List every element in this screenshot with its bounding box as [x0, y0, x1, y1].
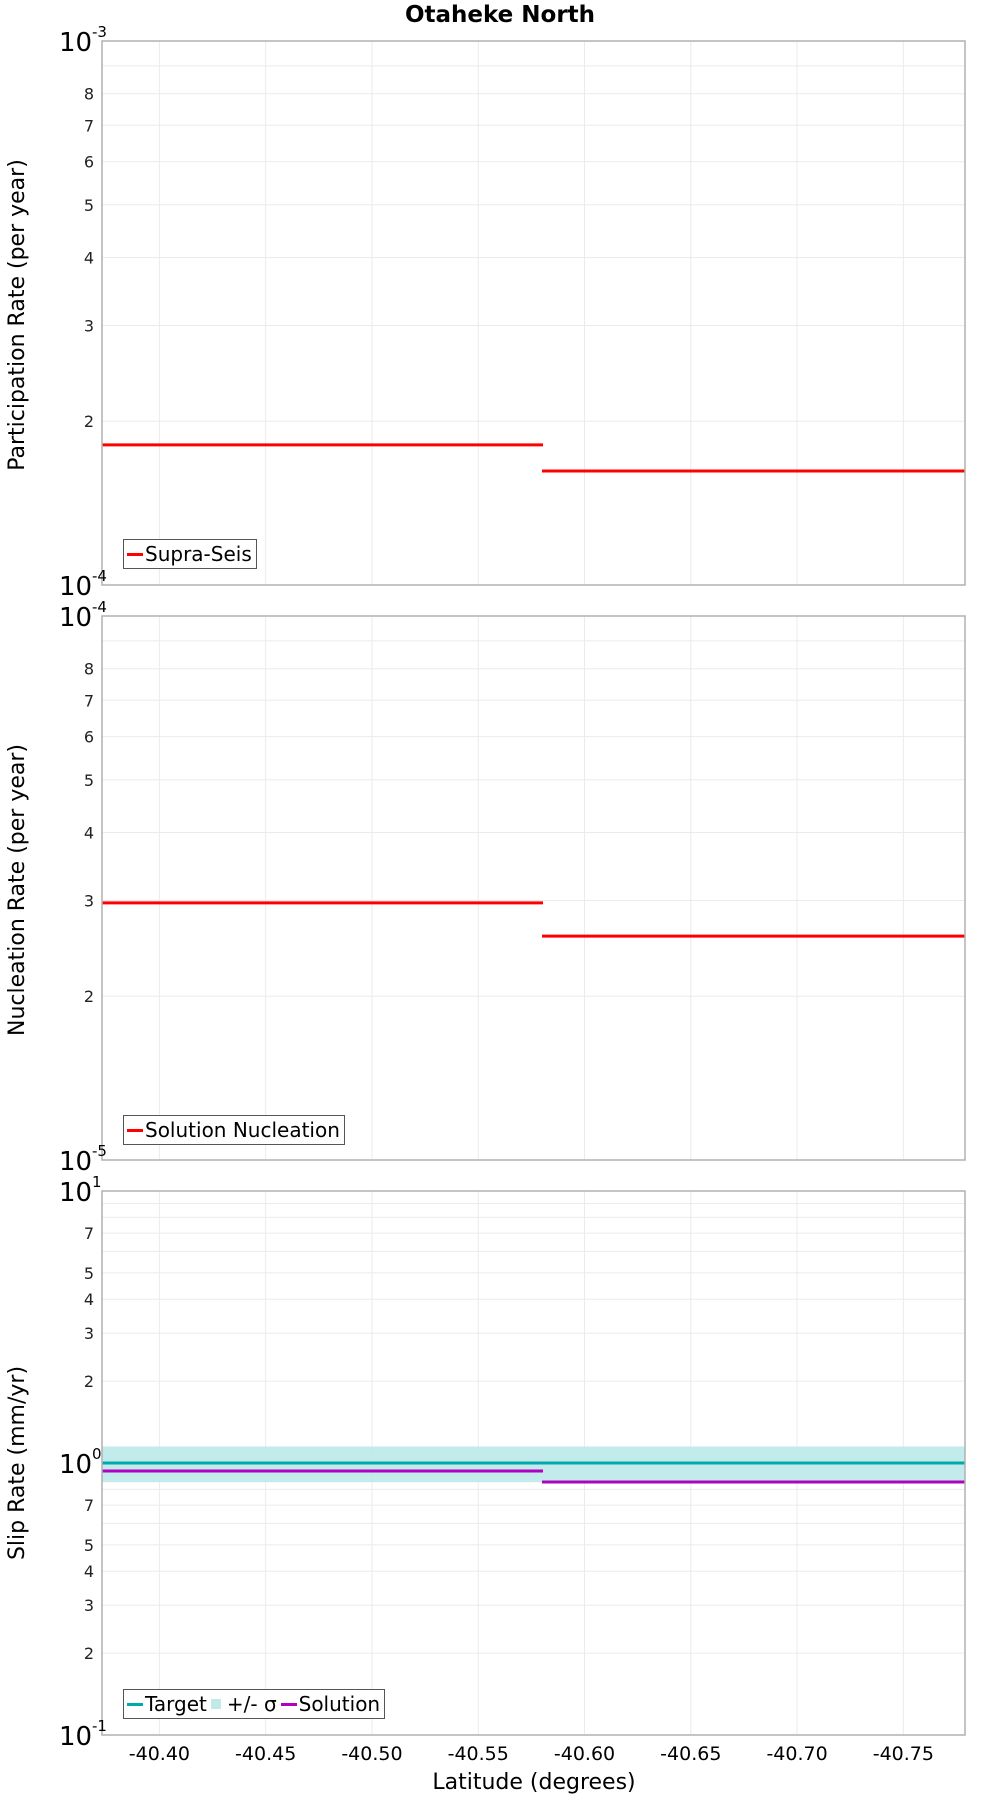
svg-text:-40.40: -40.40: [129, 1743, 190, 1765]
svg-text:10: 10: [59, 572, 92, 602]
svg-text:-40.70: -40.70: [766, 1743, 827, 1765]
svg-text:2: 2: [84, 412, 94, 431]
svg-text:-40.50: -40.50: [341, 1743, 402, 1765]
legend-item-supra-seis: Supra-Seis: [127, 539, 252, 569]
legend-item-solution-nucleation: Solution Nucleation: [127, 1115, 340, 1145]
magenta-line-swatch-icon: [280, 1702, 297, 1706]
svg-text:6: 6: [84, 728, 94, 747]
svg-text:7: 7: [84, 1224, 94, 1243]
svg-text:-1: -1: [92, 1717, 107, 1735]
legend-participation: Supra-Seis: [123, 539, 257, 569]
svg-text:4: 4: [84, 1290, 94, 1309]
svg-text:-40.65: -40.65: [660, 1743, 721, 1765]
svg-text:5: 5: [84, 771, 94, 790]
svg-text:5: 5: [84, 196, 94, 215]
svg-text:-40.75: -40.75: [873, 1743, 934, 1765]
svg-text:5: 5: [84, 1536, 94, 1555]
svg-text:2: 2: [84, 1372, 94, 1391]
svg-text:6: 6: [84, 153, 94, 172]
svg-text:7: 7: [84, 1496, 94, 1515]
svg-text:-4: -4: [92, 598, 107, 616]
svg-text:-3: -3: [92, 23, 107, 41]
svg-text:2: 2: [84, 987, 94, 1006]
svg-text:3: 3: [84, 1324, 94, 1343]
legend-label: Target: [145, 1692, 207, 1716]
svg-text:4: 4: [84, 1562, 94, 1581]
svg-text:10: 10: [59, 1178, 92, 1208]
x-axis-label: Latitude (degrees): [432, 1770, 636, 1795]
svg-text:7: 7: [84, 691, 94, 710]
y-axis-label-slip-rate: Slip Rate (mm/yr): [5, 1365, 30, 1561]
svg-text:-5: -5: [92, 1142, 107, 1160]
chart-title: Otaheke North: [404, 2, 596, 28]
svg-text:10: 10: [59, 28, 92, 58]
teal-line-swatch-icon: [127, 1702, 143, 1706]
svg-text:5: 5: [84, 1264, 94, 1283]
svg-text:3: 3: [84, 316, 94, 335]
legend-label: Solution: [298, 1692, 381, 1716]
svg-text:3: 3: [84, 1596, 94, 1615]
svg-text:-4: -4: [92, 567, 107, 585]
legend-item-solution: Solution: [280, 1689, 381, 1719]
legend-item-sigma: +/- σ: [210, 1689, 277, 1719]
legend-slip-rate: Target +/- σ Solution: [123, 1689, 386, 1719]
band-swatch-icon: [210, 1699, 221, 1709]
svg-text:8: 8: [84, 660, 94, 679]
svg-text:1: 1: [92, 1173, 102, 1191]
svg-text:4: 4: [84, 248, 94, 267]
svg-text:7: 7: [84, 116, 94, 135]
legend-label: Supra-Seis: [145, 542, 252, 566]
y-axis-label-participation: Participation Rate (per year): [5, 159, 30, 471]
svg-text:2: 2: [84, 1644, 94, 1663]
legend-item-target: Target: [127, 1689, 207, 1719]
svg-text:10: 10: [59, 1450, 92, 1480]
legend-nucleation: Solution Nucleation: [123, 1115, 345, 1145]
svg-text:3: 3: [84, 891, 94, 910]
red-line-swatch-icon: [127, 552, 143, 556]
svg-text:-40.45: -40.45: [235, 1743, 296, 1765]
svg-text:4: 4: [84, 823, 94, 842]
svg-text:-40.55: -40.55: [448, 1743, 509, 1765]
svg-text:-40.60: -40.60: [554, 1743, 615, 1765]
red-line-swatch-icon: [127, 1128, 143, 1132]
svg-text:10: 10: [59, 603, 92, 633]
y-axis-label-nucleation: Nucleation Rate (per year): [5, 744, 30, 1036]
svg-text:0: 0: [92, 1445, 102, 1463]
svg-text:8: 8: [84, 85, 94, 104]
svg-text:10: 10: [59, 1722, 92, 1752]
svg-text:10: 10: [59, 1147, 92, 1177]
legend-label: Solution Nucleation: [145, 1118, 340, 1142]
legend-label: +/- σ: [226, 1692, 277, 1716]
